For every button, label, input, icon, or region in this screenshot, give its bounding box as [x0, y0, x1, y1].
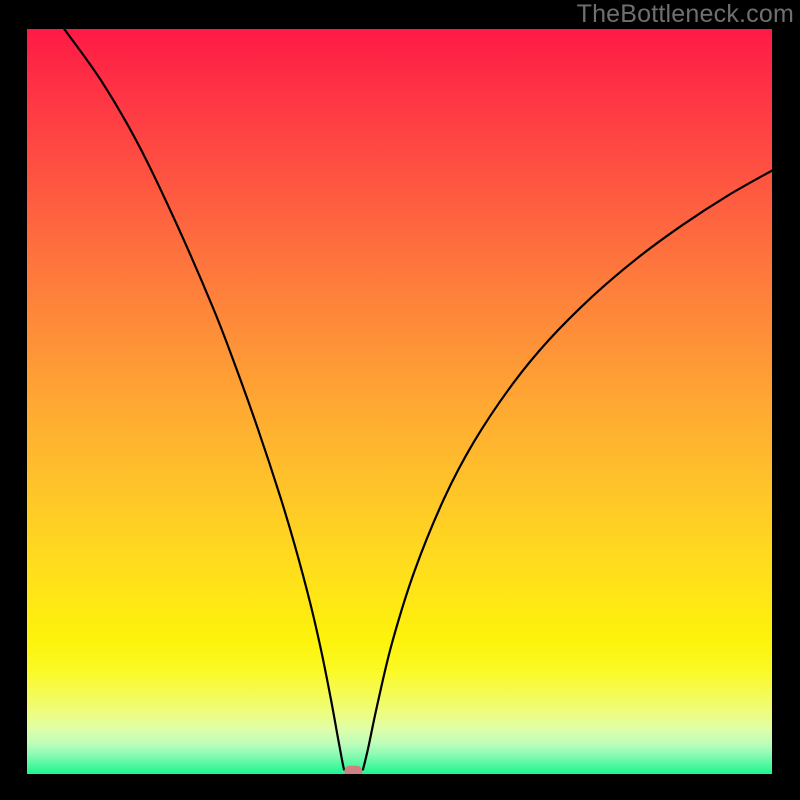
gradient-background: [27, 29, 772, 774]
chart-canvas: TheBottleneck.com: [0, 0, 800, 800]
watermark-text: TheBottleneck.com: [577, 0, 794, 29]
bottleneck-chart: [0, 0, 800, 800]
